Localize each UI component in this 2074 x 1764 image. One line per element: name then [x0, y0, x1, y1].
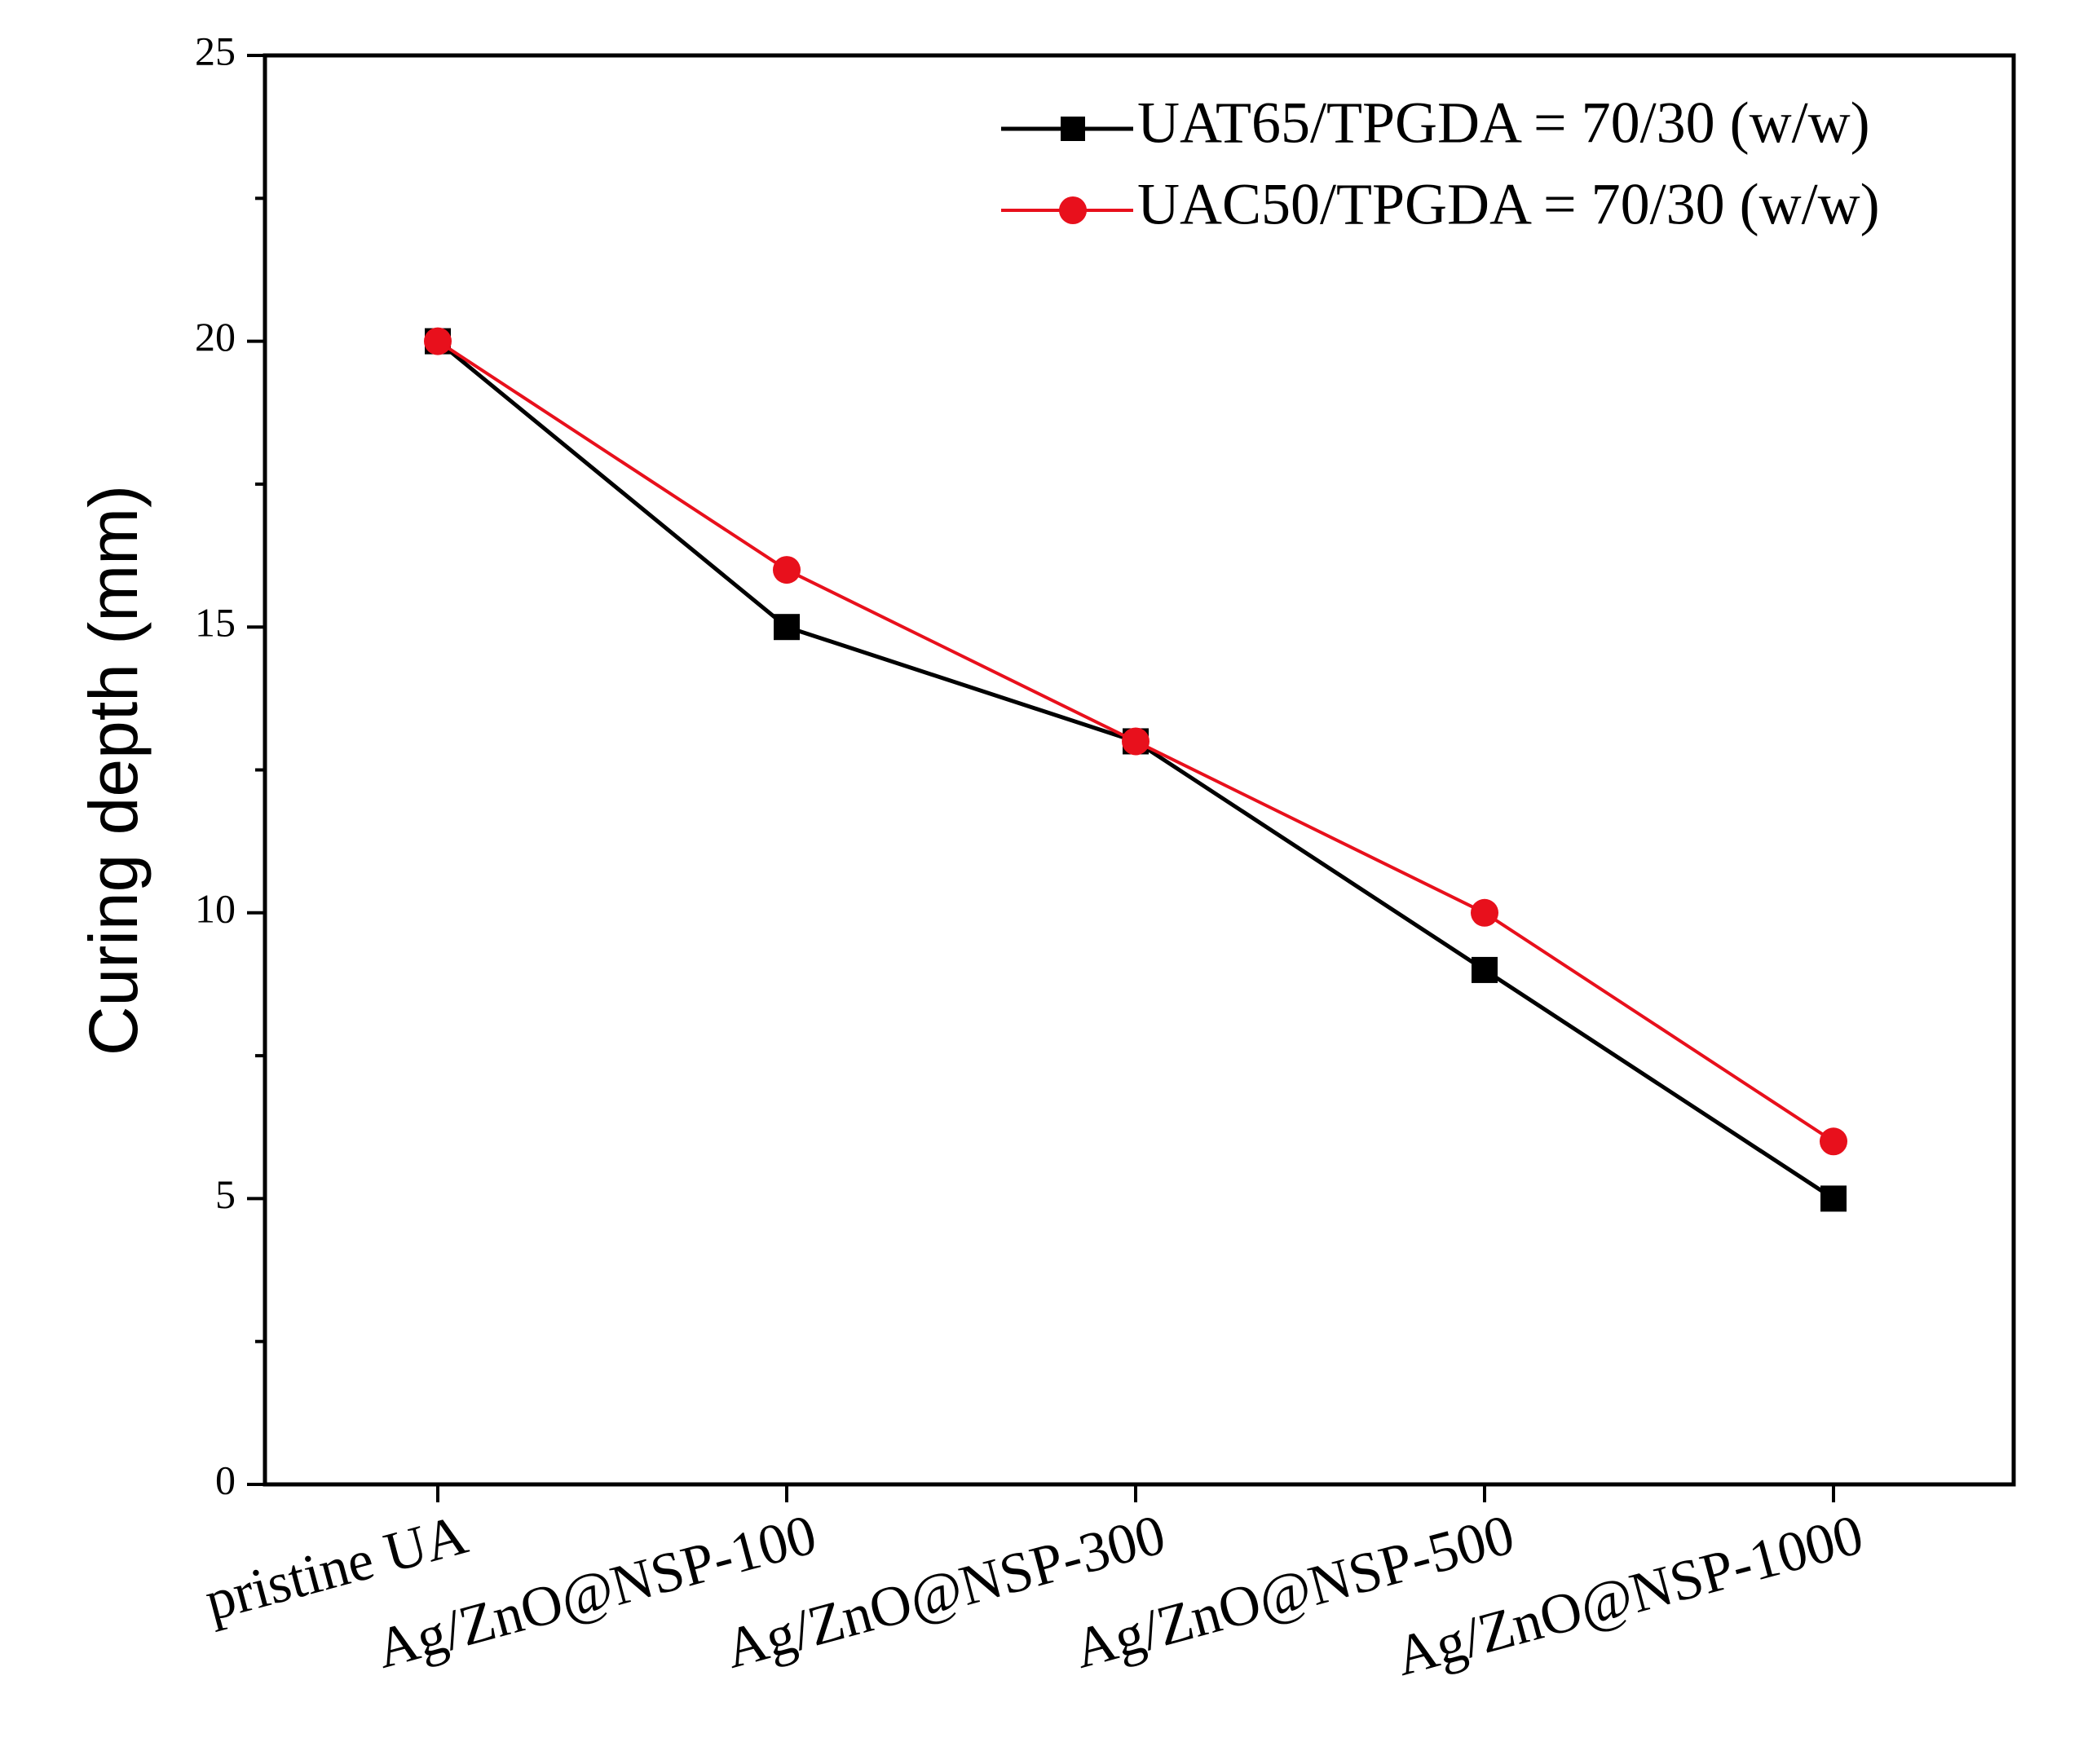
y-tick-label: 20	[195, 314, 236, 359]
series-2	[424, 327, 1847, 1156]
x-axis: pristine UAAg/ZnO@NSP-100Ag/ZnO@NSP-300A…	[199, 1484, 1869, 1688]
data-point	[1472, 956, 1498, 983]
plot-frame	[263, 53, 2016, 1487]
data-point	[424, 327, 452, 355]
data-point	[773, 556, 801, 584]
y-tick-label: 25	[195, 28, 236, 73]
legend-label-series-2: UAC50/TPGDA = 70/30 (w/w)	[1137, 172, 1880, 237]
legend-label-series-1: UAT65/TPGDA = 70/30 (w/w)	[1137, 90, 1870, 156]
legend: UAT65/TPGDA = 70/30 (w/w) UAC50/TPGDA = …	[1001, 90, 1880, 237]
legend-marker-square	[1061, 117, 1085, 141]
y-axis: 0 5 10 15 20 25	[195, 28, 265, 1502]
series-line	[436, 339, 1835, 1201]
data-point	[1471, 898, 1498, 927]
series-layer	[424, 327, 1847, 1212]
data-point	[1122, 727, 1150, 756]
legend-entry-series-1: UAT65/TPGDA = 70/30 (w/w)	[1001, 90, 1870, 156]
y-tick-label: 15	[195, 600, 236, 646]
series-1	[425, 328, 1847, 1212]
legend-entry-series-2: UAC50/TPGDA = 70/30 (w/w)	[1001, 172, 1880, 237]
legend-marker-circle	[1059, 196, 1087, 224]
y-axis-label: Curing depth (mm)	[75, 485, 152, 1056]
data-point	[1820, 1185, 1847, 1212]
data-point	[1820, 1127, 1847, 1156]
data-point	[774, 614, 800, 641]
y-tick-label: 5	[215, 1171, 236, 1217]
y-tick-label: 10	[195, 885, 236, 931]
y-tick-label: 0	[215, 1457, 236, 1502]
